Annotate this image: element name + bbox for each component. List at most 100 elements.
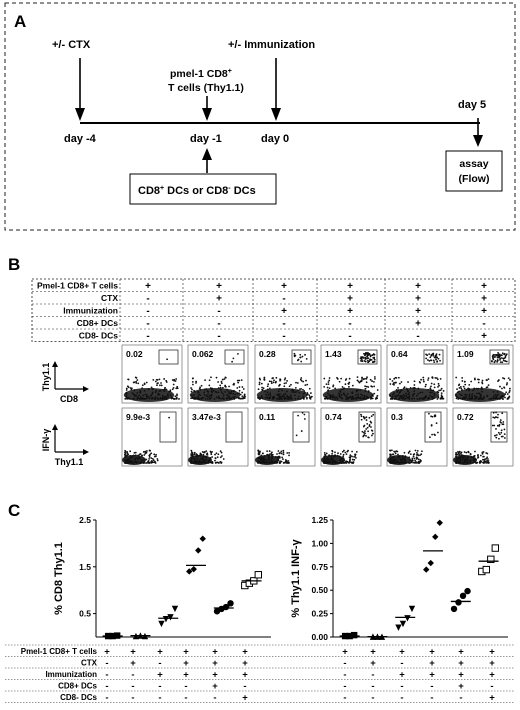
cell-dot bbox=[411, 459, 414, 462]
positive-cell-dot bbox=[502, 423, 504, 426]
cell-dot bbox=[169, 389, 172, 392]
positive-cell-dot bbox=[428, 359, 431, 362]
pmel-label: pmel-1 CD8+ bbox=[170, 68, 232, 80]
cell-dot bbox=[241, 391, 244, 394]
condition-value: + bbox=[399, 647, 405, 658]
cell-dot bbox=[174, 380, 177, 382]
condition-value: - bbox=[282, 294, 285, 305]
gate-percentage: 0.062 bbox=[192, 349, 214, 359]
condition-value: + bbox=[481, 281, 487, 292]
dense-population bbox=[453, 455, 477, 465]
cell-dot bbox=[302, 380, 305, 383]
cell-dot bbox=[195, 380, 198, 383]
cell-dot bbox=[124, 453, 126, 456]
data-point bbox=[423, 566, 430, 573]
cell-dot bbox=[483, 460, 486, 463]
cell-dot bbox=[142, 450, 145, 453]
gate-box bbox=[292, 411, 310, 443]
cell-dot bbox=[346, 450, 349, 453]
cell-dot bbox=[237, 381, 240, 384]
positive-cell-dot bbox=[492, 355, 494, 358]
cell-dot bbox=[427, 379, 429, 381]
condition-value: + bbox=[347, 306, 353, 317]
gate-box bbox=[159, 411, 177, 443]
cell-dot bbox=[152, 379, 155, 381]
positive-cell-dot bbox=[369, 354, 372, 357]
condition-value: + bbox=[415, 281, 421, 292]
positive-cell-dot bbox=[360, 358, 363, 361]
dc-box bbox=[129, 173, 277, 205]
cell-dot bbox=[419, 381, 422, 384]
data-point bbox=[190, 565, 197, 573]
cell-dot bbox=[283, 382, 286, 385]
cell-dot bbox=[274, 381, 277, 384]
positive-cell-dot bbox=[498, 356, 501, 358]
cell-dot bbox=[125, 387, 128, 390]
cell-dot bbox=[486, 459, 489, 462]
cell-dot bbox=[157, 382, 159, 384]
condition-table-b: Pmel-1 CD8+ T cells + + + + + +CTX - + - + + +Immuni… bbox=[31, 278, 516, 342]
positive-cell-dot bbox=[499, 357, 502, 360]
gate-percentage: 0.02 bbox=[126, 349, 143, 359]
condition-value: + bbox=[183, 670, 189, 681]
cell-dot bbox=[192, 383, 194, 386]
condition-value: + bbox=[370, 647, 376, 658]
cell-dot bbox=[467, 450, 470, 453]
positive-cell-dot bbox=[428, 353, 431, 356]
positive-cell-dot bbox=[301, 412, 304, 414]
cell-dot bbox=[280, 450, 283, 453]
cell-dot bbox=[257, 450, 260, 453]
cell-dot bbox=[171, 379, 174, 381]
cell-dot bbox=[477, 381, 480, 384]
cell-dot bbox=[506, 398, 509, 400]
cell-dot bbox=[287, 462, 289, 464]
positive-cell-dot bbox=[504, 360, 507, 362]
cell-dot bbox=[130, 388, 133, 391]
cell-dot bbox=[278, 462, 281, 464]
positive-cell-dot bbox=[297, 414, 299, 417]
positive-cell-dot bbox=[430, 424, 433, 427]
cell-dot bbox=[469, 453, 472, 456]
condition-value: - bbox=[184, 681, 187, 692]
cell-dot bbox=[456, 388, 458, 391]
condition-value: - bbox=[430, 681, 433, 692]
condition-value: - bbox=[243, 681, 246, 692]
y-tick-label: 0.50 bbox=[311, 585, 328, 595]
positive-cell-dot bbox=[372, 353, 375, 355]
cell-dot bbox=[411, 457, 414, 460]
gate-box bbox=[489, 349, 510, 365]
cell-dot bbox=[389, 383, 392, 385]
cell-dot bbox=[309, 392, 312, 394]
cell-dot bbox=[283, 378, 286, 381]
positive-cell-dot bbox=[168, 416, 171, 419]
cell-dot bbox=[190, 390, 193, 393]
cell-dot bbox=[210, 453, 213, 456]
cell-dot bbox=[280, 452, 283, 455]
condition-value: - bbox=[105, 670, 108, 681]
cell-dot bbox=[174, 395, 177, 398]
positive-cell-dot bbox=[367, 361, 369, 364]
cell-dot bbox=[361, 377, 363, 379]
cell-dot bbox=[221, 378, 224, 381]
cell-dot bbox=[425, 383, 427, 386]
cell-dot bbox=[150, 386, 153, 389]
cell-dot bbox=[172, 383, 175, 386]
data-point bbox=[436, 519, 443, 527]
cell-dot bbox=[342, 453, 345, 456]
positive-cell-dot bbox=[433, 361, 436, 364]
positive-cell-dot bbox=[430, 415, 432, 418]
cell-dot bbox=[503, 386, 506, 389]
flow-x-label: Thy1.1 bbox=[55, 457, 84, 467]
positive-cell-dot bbox=[305, 357, 308, 360]
cell-dot bbox=[358, 381, 361, 384]
cell-dot bbox=[217, 381, 220, 383]
positive-cell-dot bbox=[361, 356, 364, 358]
condition-value: - bbox=[282, 331, 285, 342]
condition-value: + bbox=[281, 281, 287, 292]
data-point bbox=[227, 600, 234, 607]
positive-cell-dot bbox=[438, 353, 441, 356]
cell-dot bbox=[156, 458, 159, 460]
gate-percentage: 0.64 bbox=[391, 349, 408, 359]
cell-dot bbox=[144, 450, 147, 453]
